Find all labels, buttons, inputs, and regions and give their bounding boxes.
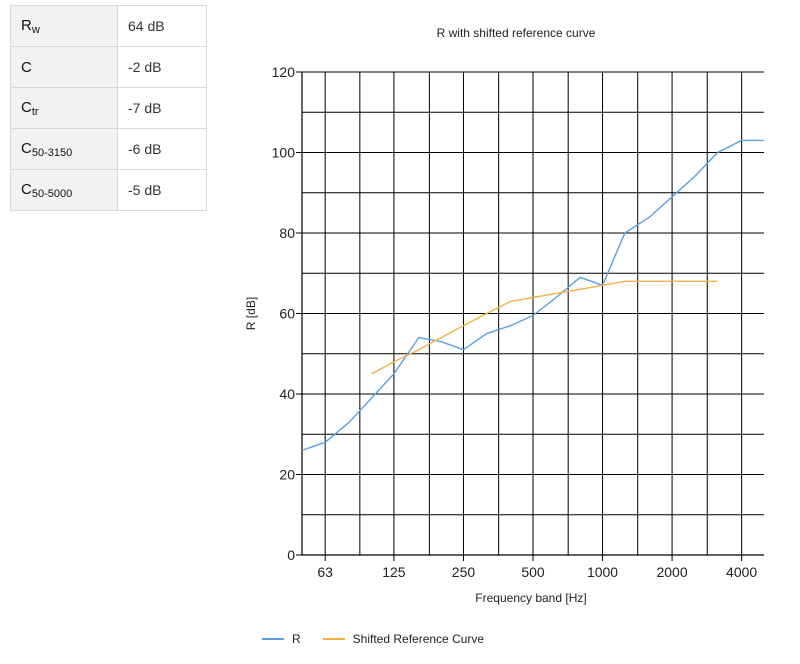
x-tick-label: 125 [382,564,406,580]
metric-subscript: w [31,23,40,36]
metric-symbol: R [21,16,32,34]
metric-value: -5 dB [117,169,207,211]
y-tick-label: 40 [279,386,295,402]
metric-row: C -2 dB [10,46,207,88]
x-tick-label: 1000 [587,564,618,580]
metric-label: C [10,46,118,88]
metric-subscript: tr [31,105,39,118]
x-tick-label: 4000 [726,564,757,580]
metric-symbol: C [21,180,32,198]
metric-label: C50-5000 [10,169,118,211]
metric-label: C50-3150 [10,128,118,170]
metric-subscript: 50-5000 [31,187,73,200]
metric-row: Rw 64 dB [10,5,207,47]
y-tick-label: 100 [272,145,296,161]
y-tick-label: 60 [279,306,295,322]
y-tick-label: 120 [272,64,296,80]
y-axis-label: R [dB] [244,297,258,330]
legend-swatch [322,638,345,640]
legend-item: R [262,632,301,646]
x-tick-label: 250 [452,564,476,580]
series-line-r [301,139,764,452]
chart-legend: R Shifted Reference Curve [262,632,506,646]
metric-row: C50-5000 -5 dB [10,169,207,211]
metric-row: C50-3150 -6 dB [10,128,207,170]
acoustic-metrics-table: Rw 64 dB C -2 dB Ctr -7 dB C50-3150 -6 dB C50-50… [10,5,207,211]
metric-label: Ctr [10,87,118,129]
y-tick-label: 80 [279,225,295,241]
metric-subscript: 50-3150 [31,146,73,159]
series-line-shifted-reference [371,280,718,375]
sound-reduction-chart: R with shifted reference curve 0 20 40 60 80 1… [244,26,764,605]
metric-value: -6 dB [117,128,207,170]
metric-value: -7 dB [117,87,207,129]
legend-label: Shifted Reference Curve [352,632,485,646]
x-tick-label: 500 [521,564,545,580]
metric-value: -2 dB [117,46,207,88]
y-tick-label: 20 [279,467,295,483]
metric-symbol: C [21,58,32,76]
metric-symbol: C [21,139,32,157]
legend-label: R [292,632,301,646]
x-tick-label: 2000 [656,564,687,580]
x-tick-label: 63 [317,564,333,580]
y-tick-label: 0 [287,547,295,563]
metric-value: 64 dB [117,5,207,47]
legend-swatch [262,638,284,640]
legend-item: Shifted Reference Curve [322,632,485,646]
x-axis-label: Frequency band [Hz] [475,591,586,605]
metric-symbol: C [21,98,32,116]
chart-title: R with shifted reference curve [437,26,596,40]
metric-label: Rw [10,5,118,47]
metric-row: Ctr -7 dB [10,87,207,129]
